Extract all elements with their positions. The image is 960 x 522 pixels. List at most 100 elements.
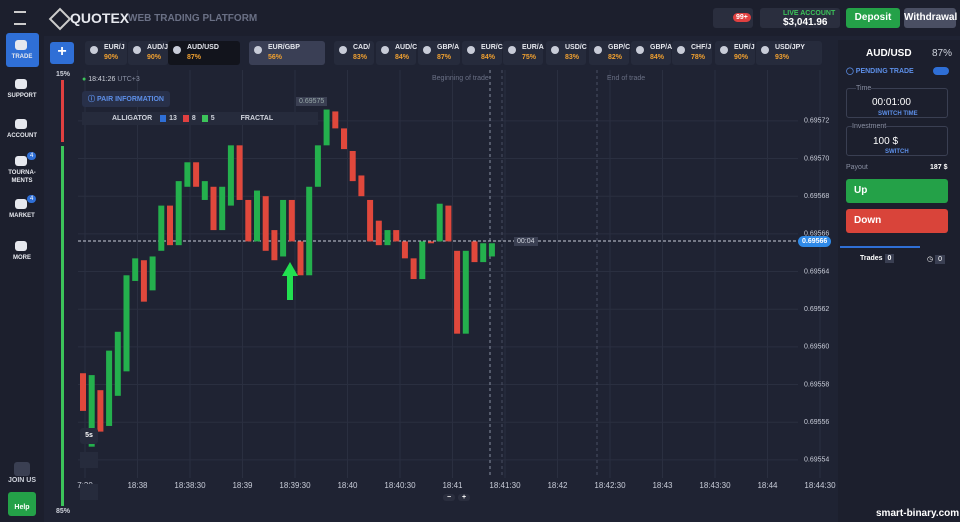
pair-info-label: PAIR INFORMATION [96, 96, 164, 103]
y-tick-label: 0.69558 [804, 381, 829, 388]
switch-time[interactable]: SWITCH TIME [878, 111, 918, 117]
candle-up [314, 145, 321, 187]
x-tick-label: 18:38:30 [174, 481, 206, 490]
asset-name: EUR/GBP [268, 44, 300, 51]
sidebar-label[interactable]: TOURNA- [8, 170, 36, 176]
sidebar-label[interactable]: ACCOUNT [7, 133, 37, 139]
asset-payout: 87% [437, 54, 452, 61]
withdrawal-button[interactable]: Withdrawal [904, 8, 957, 28]
help-button[interactable]: Help [8, 492, 36, 516]
asset-flag [551, 46, 559, 54]
x-tick-label: 18:44:30 [804, 481, 836, 490]
asset-name: EUR/J [104, 44, 125, 51]
candle-up [488, 243, 495, 257]
candle-up [106, 350, 113, 426]
x-tick-label: 18:42 [547, 481, 568, 490]
asset-payout: 83% [353, 54, 368, 61]
candle-up [254, 190, 260, 242]
asset-payout: 84% [481, 54, 496, 61]
sidebar-icon[interactable] [15, 241, 27, 251]
candle-up [480, 243, 487, 263]
sidebar-icon[interactable] [15, 119, 27, 129]
panel-payout-pct: 87% [932, 48, 953, 59]
asset-tab[interactable] [168, 41, 240, 65]
candle-down [210, 186, 217, 231]
watermark: smart-binary.com [876, 508, 960, 519]
clock: ● 18:41:26 UTC+3 [82, 76, 140, 83]
investment-value: 100 $ [873, 136, 899, 147]
asset-payout: 84% [395, 54, 410, 61]
subtitle: WEB TRADING PLATFORM [128, 13, 258, 24]
asset-flag [381, 46, 389, 54]
asset-flag [173, 46, 181, 54]
sidebar-icon[interactable] [15, 40, 27, 50]
timeframe[interactable]: 5s [80, 428, 98, 444]
asset-payout: 56% [268, 54, 283, 61]
asset-payout: 93% [775, 54, 790, 61]
countdown: 00:04 [514, 237, 538, 246]
candle-up [280, 199, 287, 257]
sidebar-label[interactable]: SUPPORT [7, 93, 37, 99]
trades-tab[interactable]: Trades 0 [860, 254, 895, 263]
pending-tab[interactable]: ◷ 0 [927, 255, 945, 264]
candle-down [367, 199, 374, 242]
sidebar-icon[interactable] [15, 156, 27, 166]
y-tick-label: 0.69572 [804, 118, 829, 125]
switch[interactable]: SWITCH [885, 149, 909, 155]
zoom-in[interactable]: + [458, 494, 470, 501]
asset-flag [423, 46, 431, 54]
asset-flag [254, 46, 262, 54]
asset-payout: 83% [565, 54, 580, 61]
asset-flag [508, 46, 516, 54]
investment-input[interactable] [846, 126, 948, 156]
sidebar-icon[interactable] [15, 79, 27, 89]
candle-up [123, 275, 130, 372]
sidebar-label[interactable]: MENTS [11, 178, 33, 184]
sidebar-badge: 4 [27, 152, 37, 160]
time-input[interactable] [846, 88, 948, 118]
asset-flag [677, 46, 685, 54]
sidebar-badge: 4 [27, 195, 37, 203]
pending-toggle[interactable] [933, 67, 949, 75]
asset-name: GBP/A [650, 44, 673, 51]
menu-icon[interactable] [14, 11, 26, 25]
candle-down [349, 150, 356, 182]
candle-up [132, 258, 139, 281]
asset-name: USD/JPY [775, 44, 805, 51]
candle-down [167, 205, 173, 246]
asset-flag [467, 46, 475, 54]
asset-flag [133, 46, 141, 54]
asset-flag [339, 46, 347, 54]
candle-up [149, 256, 156, 291]
asset-flag [90, 46, 98, 54]
join-us[interactable]: JOIN US [7, 477, 36, 484]
pair-info[interactable]: ⓘ PAIR INFORMATION [82, 91, 170, 107]
alligator-param: 5 [201, 115, 215, 122]
account-label: LIVE ACCOUNT [783, 10, 836, 17]
pending-trade[interactable]: ◯ PENDING TRADE [846, 68, 914, 75]
chart-type[interactable] [80, 452, 98, 468]
sidebar-icon[interactable] [15, 199, 27, 209]
sidebar-label[interactable]: MARKET [9, 213, 35, 219]
up-button[interactable]: Up [846, 179, 948, 203]
add-asset[interactable]: + [50, 42, 74, 64]
x-tick-label: 18:43:30 [699, 481, 731, 490]
candle-up [175, 181, 182, 246]
trades-count: 0 [884, 254, 895, 263]
account[interactable] [760, 8, 840, 28]
drawing-tool[interactable] [80, 484, 98, 500]
asset-tab[interactable] [249, 41, 325, 65]
deposit-button[interactable]: Deposit [846, 8, 900, 28]
zoom-out[interactable]: − [443, 494, 455, 501]
time: 18:41:26 [88, 76, 116, 83]
current-price: 0.69566 [798, 236, 832, 247]
candle-down [445, 205, 452, 242]
candle-down [271, 230, 278, 261]
down-button[interactable]: Down [846, 209, 948, 233]
alligator-param: 8 [182, 115, 196, 122]
sidebar-label[interactable]: MORE [13, 255, 31, 261]
asset-name: EUR/C [481, 44, 503, 51]
sidebar-label[interactable]: TRADE [11, 54, 33, 60]
candle-up [114, 331, 121, 396]
